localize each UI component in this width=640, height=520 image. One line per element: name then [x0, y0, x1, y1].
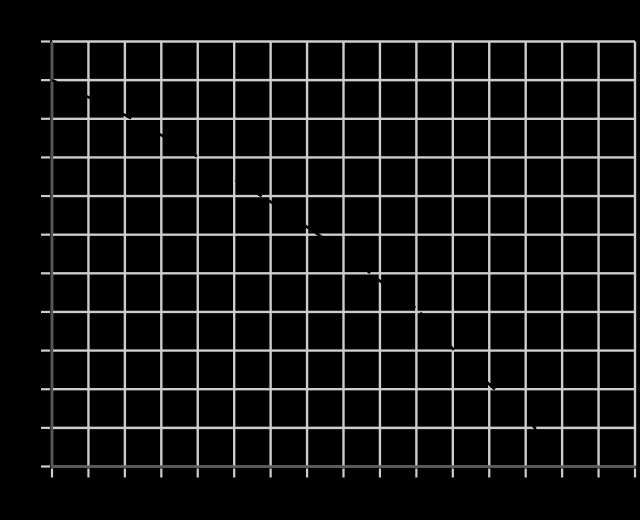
tick-marks	[41, 40, 637, 478]
axis-spines	[50, 41, 636, 468]
data-series-dashed-declining-line	[51, 78, 543, 437]
gridlines	[50, 40, 637, 468]
